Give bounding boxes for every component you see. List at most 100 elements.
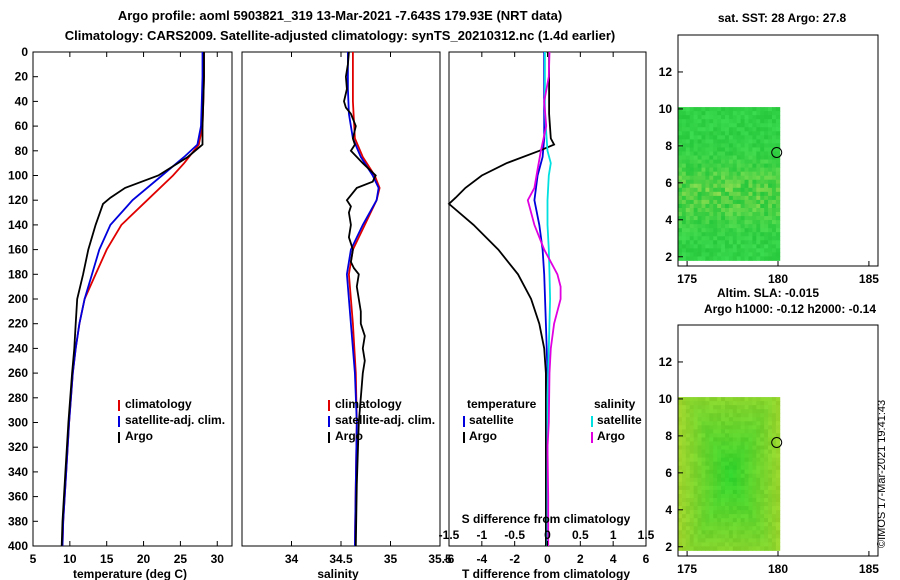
heatmap-cell xyxy=(701,163,706,169)
heatmap-cell xyxy=(728,167,734,173)
heatmap-cell xyxy=(736,220,742,225)
heatmap-cell xyxy=(736,151,742,156)
heatmap-cell xyxy=(736,195,742,201)
heatmap-cell xyxy=(748,441,753,446)
heatmap-cell xyxy=(771,107,777,112)
y-tick-label: 80 xyxy=(15,144,29,158)
heatmap-cell xyxy=(713,497,718,503)
heatmap-cell xyxy=(744,236,749,241)
heatmap-cell xyxy=(705,465,710,471)
heatmap-cell xyxy=(678,481,683,487)
heatmap-cell xyxy=(697,445,702,450)
heatmap-cell xyxy=(775,115,781,120)
heatmap-cell xyxy=(736,175,742,181)
heatmap-cell xyxy=(693,489,698,495)
heatmap-cell xyxy=(768,155,773,160)
heatmap-cell xyxy=(724,397,730,402)
heatmap-cell xyxy=(740,220,745,225)
heatmap-cell xyxy=(740,139,745,144)
heatmap-cell xyxy=(717,457,722,463)
heatmap-cell xyxy=(752,195,757,201)
y-tick-label: 60 xyxy=(15,119,29,133)
heatmap-cell xyxy=(764,127,769,132)
heatmap-cell xyxy=(728,445,734,450)
heatmap-cell xyxy=(709,397,714,402)
heatmap-cell xyxy=(689,522,695,527)
heatmap-cell xyxy=(685,224,691,229)
heatmap-cell xyxy=(764,465,769,471)
heatmap-cell xyxy=(721,433,726,438)
heatmap-cell xyxy=(709,171,714,177)
heatmap-cell xyxy=(771,445,777,450)
heatmap-cell xyxy=(752,131,757,136)
heatmap-cell xyxy=(740,115,745,120)
heatmap-cell xyxy=(705,256,710,261)
heatmap-cell xyxy=(760,123,765,128)
heatmap-cell xyxy=(771,542,777,547)
heatmap-cell xyxy=(709,220,714,225)
heatmap-cell xyxy=(724,429,730,434)
heatmap-cell xyxy=(678,195,683,201)
heatmap-cell xyxy=(752,232,757,237)
heatmap-cell xyxy=(705,203,710,209)
heatmap-cell xyxy=(771,135,777,140)
heatmap-cell xyxy=(709,107,714,112)
heatmap-cell xyxy=(775,131,781,136)
heatmap-cell xyxy=(771,163,777,169)
heatmap-cell xyxy=(732,534,738,539)
heatmap-cell xyxy=(748,481,753,487)
heatmap-cell xyxy=(728,421,734,426)
heatmap-cell xyxy=(685,111,691,116)
heatmap-cell xyxy=(748,151,753,156)
heatmap-cell xyxy=(681,502,687,507)
heatmap-cell xyxy=(728,212,734,217)
heatmap-cell xyxy=(724,107,730,112)
sla-map-title: Altim. SLA: -0.015 xyxy=(717,286,819,300)
heatmap-cell xyxy=(693,510,698,515)
heatmap-cell xyxy=(732,175,738,181)
y-tick-label: 220 xyxy=(8,317,28,331)
heatmap-cell xyxy=(709,433,714,438)
heatmap-cell xyxy=(760,457,765,463)
heatmap-cell xyxy=(689,469,695,475)
heatmap-cell xyxy=(744,127,749,132)
heatmap-cell xyxy=(713,510,718,515)
heatmap-cell xyxy=(752,522,757,527)
heatmap-cell xyxy=(709,441,714,446)
heatmap-cell xyxy=(701,207,706,213)
heatmap-cell xyxy=(771,429,777,434)
heatmap-cell xyxy=(717,445,722,450)
heatmap-cell xyxy=(728,510,734,515)
heatmap-cell xyxy=(728,191,734,197)
heatmap-cell xyxy=(717,526,722,531)
heatmap-cell xyxy=(689,489,695,495)
heatmap-cell xyxy=(736,489,742,495)
heatmap-cell xyxy=(689,151,695,156)
map-y-tick-label: 8 xyxy=(665,429,672,443)
heatmap-cell xyxy=(748,163,753,169)
heatmap-cell xyxy=(693,107,698,112)
heatmap-cell xyxy=(689,409,695,414)
heatmap-cell xyxy=(685,481,691,487)
heatmap-cell xyxy=(685,510,691,515)
heatmap-cell xyxy=(771,248,777,253)
heatmap-cell xyxy=(768,477,773,483)
heatmap-cell xyxy=(732,457,738,463)
heatmap-cell xyxy=(693,493,698,499)
heatmap-cell xyxy=(681,485,687,491)
heatmap-cell xyxy=(760,256,765,261)
heatmap-cell xyxy=(764,155,769,160)
heatmap-cell xyxy=(768,224,773,229)
heatmap-cell xyxy=(771,461,777,467)
heatmap-cell xyxy=(701,401,706,406)
heatmap-cell xyxy=(775,465,781,471)
heatmap-cell xyxy=(760,437,765,442)
heatmap-cell xyxy=(717,119,722,124)
heatmap-cell xyxy=(709,167,714,173)
heatmap-cell xyxy=(756,159,761,164)
heatmap-cell xyxy=(752,147,757,152)
heatmap-cell xyxy=(717,179,722,185)
heatmap-cell xyxy=(685,147,691,152)
heatmap-cell xyxy=(697,256,702,261)
heatmap-cell xyxy=(689,212,695,217)
